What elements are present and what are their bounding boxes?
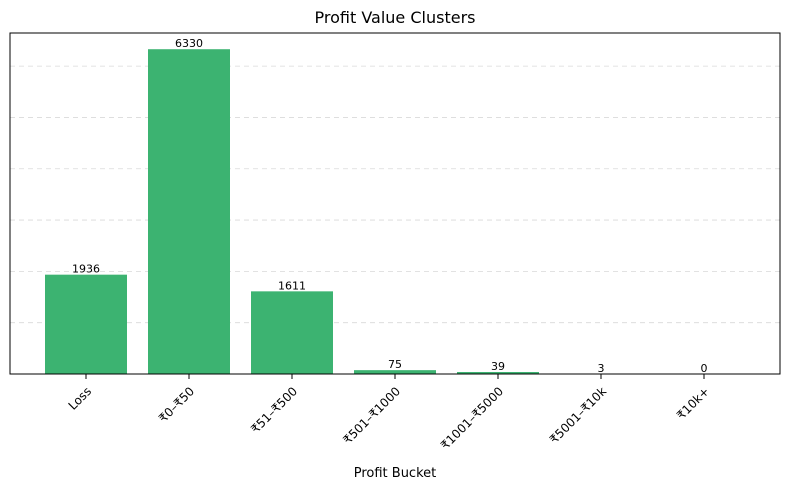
bar-0 <box>45 274 127 374</box>
x-tick-label-0: Loss <box>66 384 95 413</box>
data-label-0: 1936 <box>72 263 100 276</box>
x-tick-label-5: ₹5001–₹10k <box>547 384 609 446</box>
data-label-2: 1611 <box>278 279 306 292</box>
x-axis-label: Profit Bucket <box>354 466 437 481</box>
bar-1 <box>148 49 230 375</box>
data-label-5: 3 <box>598 362 605 375</box>
gridlines <box>10 65 780 324</box>
x-tick-label-4: ₹1001–₹5000 <box>438 384 506 452</box>
x-tick-label-1: ₹0–₹50 <box>156 384 197 425</box>
data-label-6: 0 <box>701 362 708 375</box>
x-tick-label-3: ₹501–₹1000 <box>340 384 403 447</box>
plot-frame <box>9 32 781 375</box>
x-tick-label-2: ₹51–₹500 <box>248 384 300 436</box>
bar-4 <box>457 371 539 374</box>
bars <box>45 49 642 375</box>
data-label-1: 6330 <box>175 37 203 50</box>
bar-3 <box>354 370 436 374</box>
x-tick-label-6: ₹10k+ <box>674 384 712 422</box>
bar-2 <box>251 291 333 374</box>
chart-title: Profit Value Clusters <box>315 8 476 27</box>
data-labels: 1936 6330 1611 75 39 3 0 <box>72 37 708 375</box>
data-label-4: 39 <box>491 360 505 373</box>
data-label-3: 75 <box>388 358 402 371</box>
x-axis-ticks: Loss ₹0–₹50 ₹51–₹500 ₹501–₹1000 ₹1001–₹5000 ₹… <box>66 374 712 452</box>
